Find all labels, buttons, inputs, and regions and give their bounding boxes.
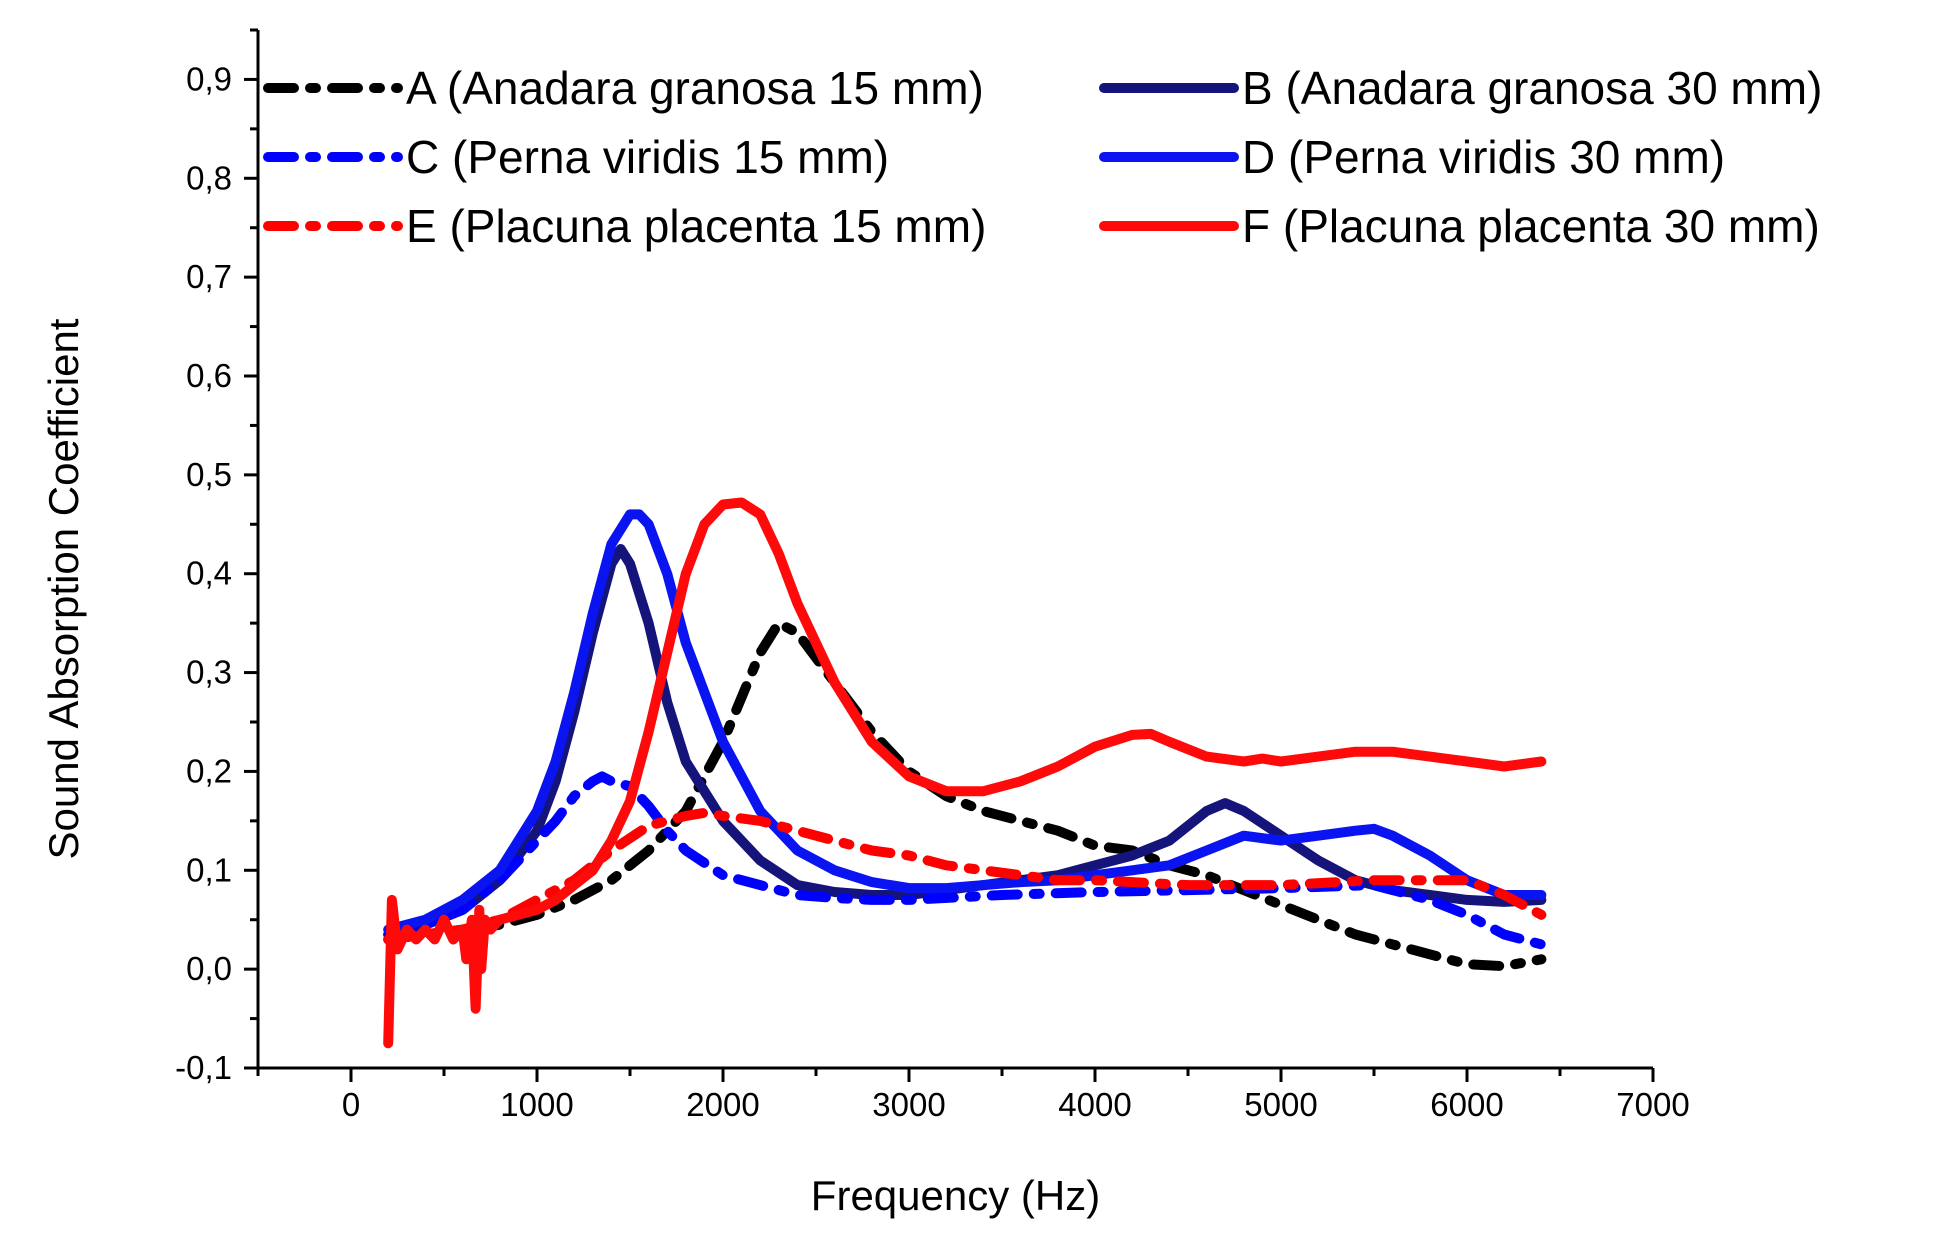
legend-label: E (Placuna placenta 15 mm) bbox=[406, 200, 986, 252]
x-tick-label: 4000 bbox=[1058, 1086, 1131, 1123]
legend-label: B (Anadara granosa 30 mm) bbox=[1242, 62, 1822, 114]
x-tick-label: 7000 bbox=[1616, 1086, 1689, 1123]
legend-label: D (Perna viridis 30 mm) bbox=[1242, 131, 1725, 183]
x-tick-label: 6000 bbox=[1430, 1086, 1503, 1123]
series-line-f bbox=[383, 497, 1547, 1049]
x-axis-title: Frequency (Hz) bbox=[811, 1172, 1100, 1219]
y-tick-label: 0,4 bbox=[186, 555, 232, 592]
y-tick-label: 0,6 bbox=[186, 357, 232, 394]
legend-label: C (Perna viridis 15 mm) bbox=[406, 131, 889, 183]
legend-label: A (Anadara granosa 15 mm) bbox=[406, 62, 984, 114]
y-tick-label: 0,1 bbox=[186, 851, 232, 888]
x-tick-label: 5000 bbox=[1244, 1086, 1317, 1123]
y-tick-label: 0,9 bbox=[186, 60, 232, 97]
y-tick-label: -0,1 bbox=[175, 1049, 232, 1086]
y-tick-label: 0,2 bbox=[186, 752, 232, 789]
legend: A (Anadara granosa 15 mm) B (Anadara gran… bbox=[263, 62, 1822, 252]
series-line-e bbox=[383, 807, 1547, 945]
y-tick-label: 0,7 bbox=[186, 258, 232, 295]
y-tick-label: 0,5 bbox=[186, 456, 232, 493]
x-tick-label: 3000 bbox=[872, 1086, 945, 1123]
y-tick-label: 0,3 bbox=[186, 654, 232, 691]
chart-axes: 0 1000 2000 3000 4000 5000 6000 7000 -0,1 0,0 0,1 0… bbox=[175, 28, 1690, 1123]
y-axis-title: Sound Absorption Coefficient bbox=[40, 318, 87, 859]
legend-label: F (Placuna placenta 30 mm) bbox=[1242, 200, 1820, 252]
y-tick-label: 0,8 bbox=[186, 159, 232, 196]
y-tick-label: 0,0 bbox=[186, 950, 232, 987]
series-line-d bbox=[383, 509, 1547, 935]
x-tick-label: 2000 bbox=[686, 1086, 759, 1123]
x-tick-label: 1000 bbox=[500, 1086, 573, 1123]
series-lines bbox=[383, 497, 1547, 1049]
x-tick-label: 0 bbox=[342, 1086, 360, 1123]
